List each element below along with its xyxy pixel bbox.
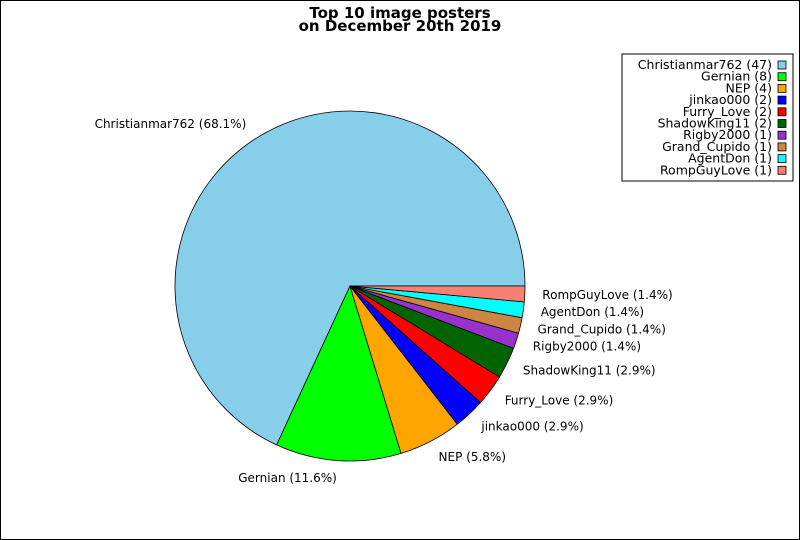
slice-label-gernian: Gernian (11.6%) (238, 471, 337, 485)
slice-label-rompguylove: RompGuyLove (1.4%) (542, 288, 672, 302)
slice-label-shadowking11: ShadowKing11 (2.9%) (523, 364, 656, 378)
legend-swatch-agentdon (777, 154, 787, 164)
legend-swatch-jinkao000 (777, 95, 787, 105)
legend-label-agentdon: AgentDon (1) (688, 151, 772, 166)
legend-swatch-grand-cupido (777, 142, 787, 152)
pie-slice-gernian (276, 285, 402, 462)
legend-swatch-gernian (777, 72, 787, 82)
slice-label-furry-love: Furry_Love (2.9%) (505, 394, 614, 408)
slice-label-christianmar762: Christianmar762 (68.1%) (95, 117, 247, 131)
slice-label-jinkao000: jinkao000 (2.9%) (480, 420, 583, 434)
legend-label-shadowking11: ShadowKing11 (2) (658, 116, 772, 131)
pie-slice-rompguylove (349, 285, 526, 303)
legend-label-gernian: Gernian (8) (701, 69, 772, 84)
legend-swatch-nep (777, 84, 787, 93)
pie-slice-labels: Christianmar762 (68.1%) Gernian (11.6%) NE… (95, 117, 673, 485)
legend-label-rigby2000: Rigby2000 (1) (683, 127, 772, 142)
legend-swatch-rigby2000 (777, 130, 787, 140)
legend-label-grand-cupido: Grand_Cupido (1) (662, 139, 772, 154)
pie-slice-christianmar762 (174, 110, 526, 446)
legend-label-christianmar762: Christianmar762 (47) (638, 57, 772, 72)
slice-label-rigby2000: Rigby2000 (1.4%) (533, 339, 641, 353)
slice-label-agentdon: AgentDon (1.4%) (541, 305, 644, 319)
legend-box (621, 53, 794, 182)
chart-title-line-1: Top 10 image posters (309, 4, 490, 22)
legend-label-furry-love: Furry_Love (2) (683, 104, 772, 119)
slice-label-grand-cupido: Grand_Cupido (1.4%) (538, 322, 666, 336)
legend-label-jinkao000: jinkao000 (2) (688, 92, 772, 107)
legend-label-rompguylove: RompGuyLove (1) (660, 162, 772, 177)
legend: Christianmar762 (47)Gernian (8)NEP (4)ji… (621, 53, 794, 182)
chart-title-line-2: on December 20th 2019 (299, 17, 502, 35)
legend-swatch-christianmar762 (777, 60, 787, 70)
legend-swatch-furry-love (777, 107, 787, 117)
legend-label-nep: NEP (4) (726, 80, 772, 95)
slice-label-nep: NEP (5.8%) (439, 450, 506, 464)
legend-swatch-shadowking11 (777, 119, 787, 128)
pie-slices (174, 110, 526, 462)
legend-swatch-rompguylove (777, 165, 787, 175)
